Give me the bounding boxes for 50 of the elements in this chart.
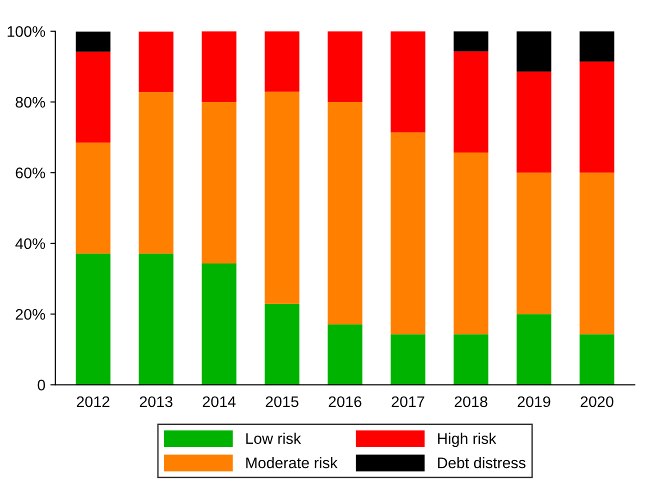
bar bbox=[516, 314, 552, 385]
x-tick-label: 2017 bbox=[392, 396, 424, 408]
bar bbox=[328, 31, 362, 102]
bar bbox=[580, 62, 614, 173]
bar bbox=[264, 31, 300, 92]
bar bbox=[138, 32, 174, 92]
bar bbox=[138, 254, 174, 385]
y-tick-label: 40% bbox=[15, 238, 46, 250]
bar bbox=[76, 52, 110, 143]
y-tick-label: 20% bbox=[16, 308, 46, 320]
y-tick-label: 0 bbox=[38, 380, 46, 390]
bar bbox=[516, 31, 552, 72]
bar bbox=[454, 31, 488, 52]
bar bbox=[202, 31, 236, 102]
bar bbox=[76, 32, 110, 52]
bar bbox=[580, 31, 614, 62]
y-tick-label: 80% bbox=[16, 96, 46, 108]
x-tick-label: 2013 bbox=[140, 396, 172, 408]
bar bbox=[76, 254, 110, 385]
bar bbox=[390, 334, 426, 385]
legend-label: Low risk bbox=[246, 432, 302, 444]
y-tick-label: 100% bbox=[8, 26, 46, 37]
x-tick-label: 2016 bbox=[328, 396, 362, 408]
x-tick-label: 2015 bbox=[266, 396, 298, 408]
x-tick-label: 2012 bbox=[76, 396, 110, 408]
bar bbox=[454, 51, 488, 153]
bar bbox=[580, 334, 614, 385]
bar bbox=[328, 102, 362, 324]
bar bbox=[454, 334, 488, 385]
bar bbox=[264, 92, 300, 304]
bar bbox=[138, 92, 174, 254]
bar bbox=[516, 172, 552, 314]
x-tick-label: 2019 bbox=[518, 396, 550, 408]
bar bbox=[516, 72, 552, 173]
bar bbox=[328, 324, 362, 385]
bar bbox=[264, 304, 300, 385]
bar bbox=[202, 102, 236, 264]
x-tick-label: 2020 bbox=[580, 396, 614, 408]
legend-label: High risk bbox=[438, 432, 496, 447]
bar bbox=[390, 31, 426, 132]
legend-label: Debt distress bbox=[438, 457, 526, 468]
y-tick-label: 60% bbox=[16, 168, 46, 178]
x-tick-label: 2018 bbox=[454, 396, 488, 408]
bar bbox=[202, 264, 236, 385]
bar bbox=[580, 172, 614, 334]
legend-label: Moderate risk bbox=[246, 457, 338, 468]
bar bbox=[76, 142, 110, 254]
bar bbox=[390, 132, 426, 334]
bar bbox=[454, 152, 488, 334]
x-tick-label: 2014 bbox=[202, 396, 236, 408]
